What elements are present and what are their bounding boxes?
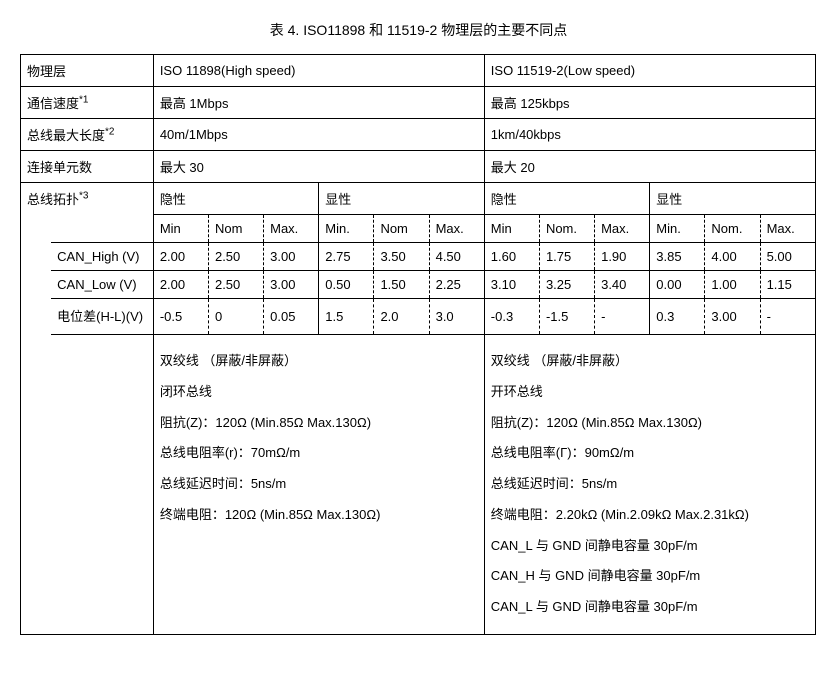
cell: 3.10 [484, 271, 539, 299]
details-line: CAN_L 与 GND 间静电容量 30pF/m [491, 534, 809, 559]
details-line: CAN_H 与 GND 间静电容量 30pF/m [491, 564, 809, 589]
label-length: 总线最大长度*2 [21, 119, 154, 151]
cell: 0.50 [319, 271, 374, 299]
cell: 2.0 [374, 299, 429, 335]
cell: 1.90 [595, 243, 650, 271]
hs-recessive: 隐性 [153, 183, 318, 215]
cell: 3.0 [429, 299, 484, 335]
row-diff: 电位差(H-L)(V) -0.5 0 0.05 1.5 2.0 3.0 -0.3… [21, 299, 816, 335]
ls-recessive: 隐性 [484, 183, 649, 215]
label-topology: 总线拓扑*3 [21, 183, 154, 243]
cell: 2.75 [319, 243, 374, 271]
details-line: 双绞线 （屏蔽/非屏蔽） [160, 349, 478, 374]
cell-max: Max. [429, 215, 484, 243]
speed-ls: 最高 125kbps [484, 87, 815, 119]
details-line: 总线延迟时间：5ns/m [160, 472, 478, 497]
cell: 0.00 [650, 271, 705, 299]
table-caption: 表 4. ISO11898 和 11519-2 物理层的主要不同点 [20, 20, 817, 40]
cell: 2.50 [208, 271, 263, 299]
comparison-table: 物理层 ISO 11898(High speed) ISO 11519-2(Lo… [20, 54, 816, 635]
row-length: 总线最大长度*2 40m/1Mbps 1km/40kbps [21, 119, 816, 151]
hs-dominant: 显性 [319, 183, 485, 215]
cell: 3.50 [374, 243, 429, 271]
cell: 1.5 [319, 299, 374, 335]
blank-cell [21, 243, 52, 335]
cell: -1.5 [539, 299, 594, 335]
details-line: 终端电阻：120Ω (Min.85Ω Max.130Ω) [160, 503, 478, 528]
row-units: 连接单元数 最大 30 最大 20 [21, 151, 816, 183]
cell: 4.50 [429, 243, 484, 271]
cell: 5.00 [760, 243, 815, 271]
cell: - [595, 299, 650, 335]
row-topology-header: 总线拓扑*3 隐性 显性 隐性 显性 [21, 183, 816, 215]
units-ls: 最大 20 [484, 151, 815, 183]
cell: 3.00 [264, 243, 319, 271]
details-line: CAN_L 与 GND 间静电容量 30pF/m [491, 595, 809, 620]
cell: 2.00 [153, 243, 208, 271]
cell: 3.40 [595, 271, 650, 299]
details-line: 终端电阻：2.20kΩ (Min.2.09kΩ Max.2.31kΩ) [491, 503, 809, 528]
label-units: 连接单元数 [21, 151, 154, 183]
label-can-high: CAN_High (V) [51, 243, 153, 271]
length-hs: 40m/1Mbps [153, 119, 484, 151]
cell-max: Max. [595, 215, 650, 243]
row-speed: 通信速度*1 最高 1Mbps 最高 125kbps [21, 87, 816, 119]
speed-hs: 最高 1Mbps [153, 87, 484, 119]
cell: 2.50 [208, 243, 263, 271]
blank-cell [21, 335, 154, 634]
header-phys-layer: 物理层 [21, 55, 154, 87]
cell-nom: Nom [374, 215, 429, 243]
details-line: 总线电阻率(Γ)：90mΩ/m [491, 441, 809, 466]
cell: 0.3 [650, 299, 705, 335]
cell: 0 [208, 299, 263, 335]
cell: 3.00 [264, 271, 319, 299]
cell-min: Min. [319, 215, 374, 243]
cell-max: Max. [264, 215, 319, 243]
cell: 1.75 [539, 243, 594, 271]
cell-nom: Nom [208, 215, 263, 243]
cell-min: Min [484, 215, 539, 243]
row-can-high: CAN_High (V) 2.00 2.50 3.00 2.75 3.50 4.… [21, 243, 816, 271]
cell: 1.60 [484, 243, 539, 271]
row-details: 双绞线 （屏蔽/非屏蔽）闭环总线阻抗(Z)：120Ω (Min.85Ω Max.… [21, 335, 816, 634]
cell: -0.5 [153, 299, 208, 335]
details-line: 开环总线 [491, 380, 809, 405]
cell-min: Min. [650, 215, 705, 243]
cell: 1.00 [705, 271, 760, 299]
cell: 2.00 [153, 271, 208, 299]
cell: 3.85 [650, 243, 705, 271]
row-can-low: CAN_Low (V) 2.00 2.50 3.00 0.50 1.50 2.2… [21, 271, 816, 299]
details-line: 闭环总线 [160, 380, 478, 405]
cell: -0.3 [484, 299, 539, 335]
header-row: 物理层 ISO 11898(High speed) ISO 11519-2(Lo… [21, 55, 816, 87]
details-hs: 双绞线 （屏蔽/非屏蔽） 闭环总线阻抗(Z)：120Ω (Min.85Ω Max.… [153, 335, 484, 634]
cell-nom: Nom. [539, 215, 594, 243]
units-hs: 最大 30 [153, 151, 484, 183]
cell: - [760, 299, 815, 335]
cell-nom: Nom. [705, 215, 760, 243]
cell: 1.15 [760, 271, 815, 299]
length-ls: 1km/40kbps [484, 119, 815, 151]
cell: 4.00 [705, 243, 760, 271]
label-diff: 电位差(H-L)(V) [51, 299, 153, 335]
label-can-low: CAN_Low (V) [51, 271, 153, 299]
cell: 1.50 [374, 271, 429, 299]
cell-min: Min [153, 215, 208, 243]
cell: 3.00 [705, 299, 760, 335]
cell: 2.25 [429, 271, 484, 299]
label-speed: 通信速度*1 [21, 87, 154, 119]
cell: 3.25 [539, 271, 594, 299]
header-iso11898: ISO 11898(High speed) [153, 55, 484, 87]
ls-dominant: 显性 [650, 183, 816, 215]
details-line: 总线电阻率(r)：70mΩ/m [160, 441, 478, 466]
details-line: 阻抗(Z)：120Ω (Min.85Ω Max.130Ω) [491, 411, 809, 436]
cell: 0.05 [264, 299, 319, 335]
header-iso11519: ISO 11519-2(Low speed) [484, 55, 815, 87]
details-line: 双绞线 （屏蔽/非屏蔽） [491, 349, 809, 374]
cell-max: Max. [760, 215, 815, 243]
details-line: 阻抗(Z)：120Ω (Min.85Ω Max.130Ω) [160, 411, 478, 436]
details-line: 总线延迟时间：5ns/m [491, 472, 809, 497]
details-ls: 双绞线 （屏蔽/非屏蔽） 开环总线阻抗(Z)：120Ω (Min.85Ω Max.… [484, 335, 815, 634]
